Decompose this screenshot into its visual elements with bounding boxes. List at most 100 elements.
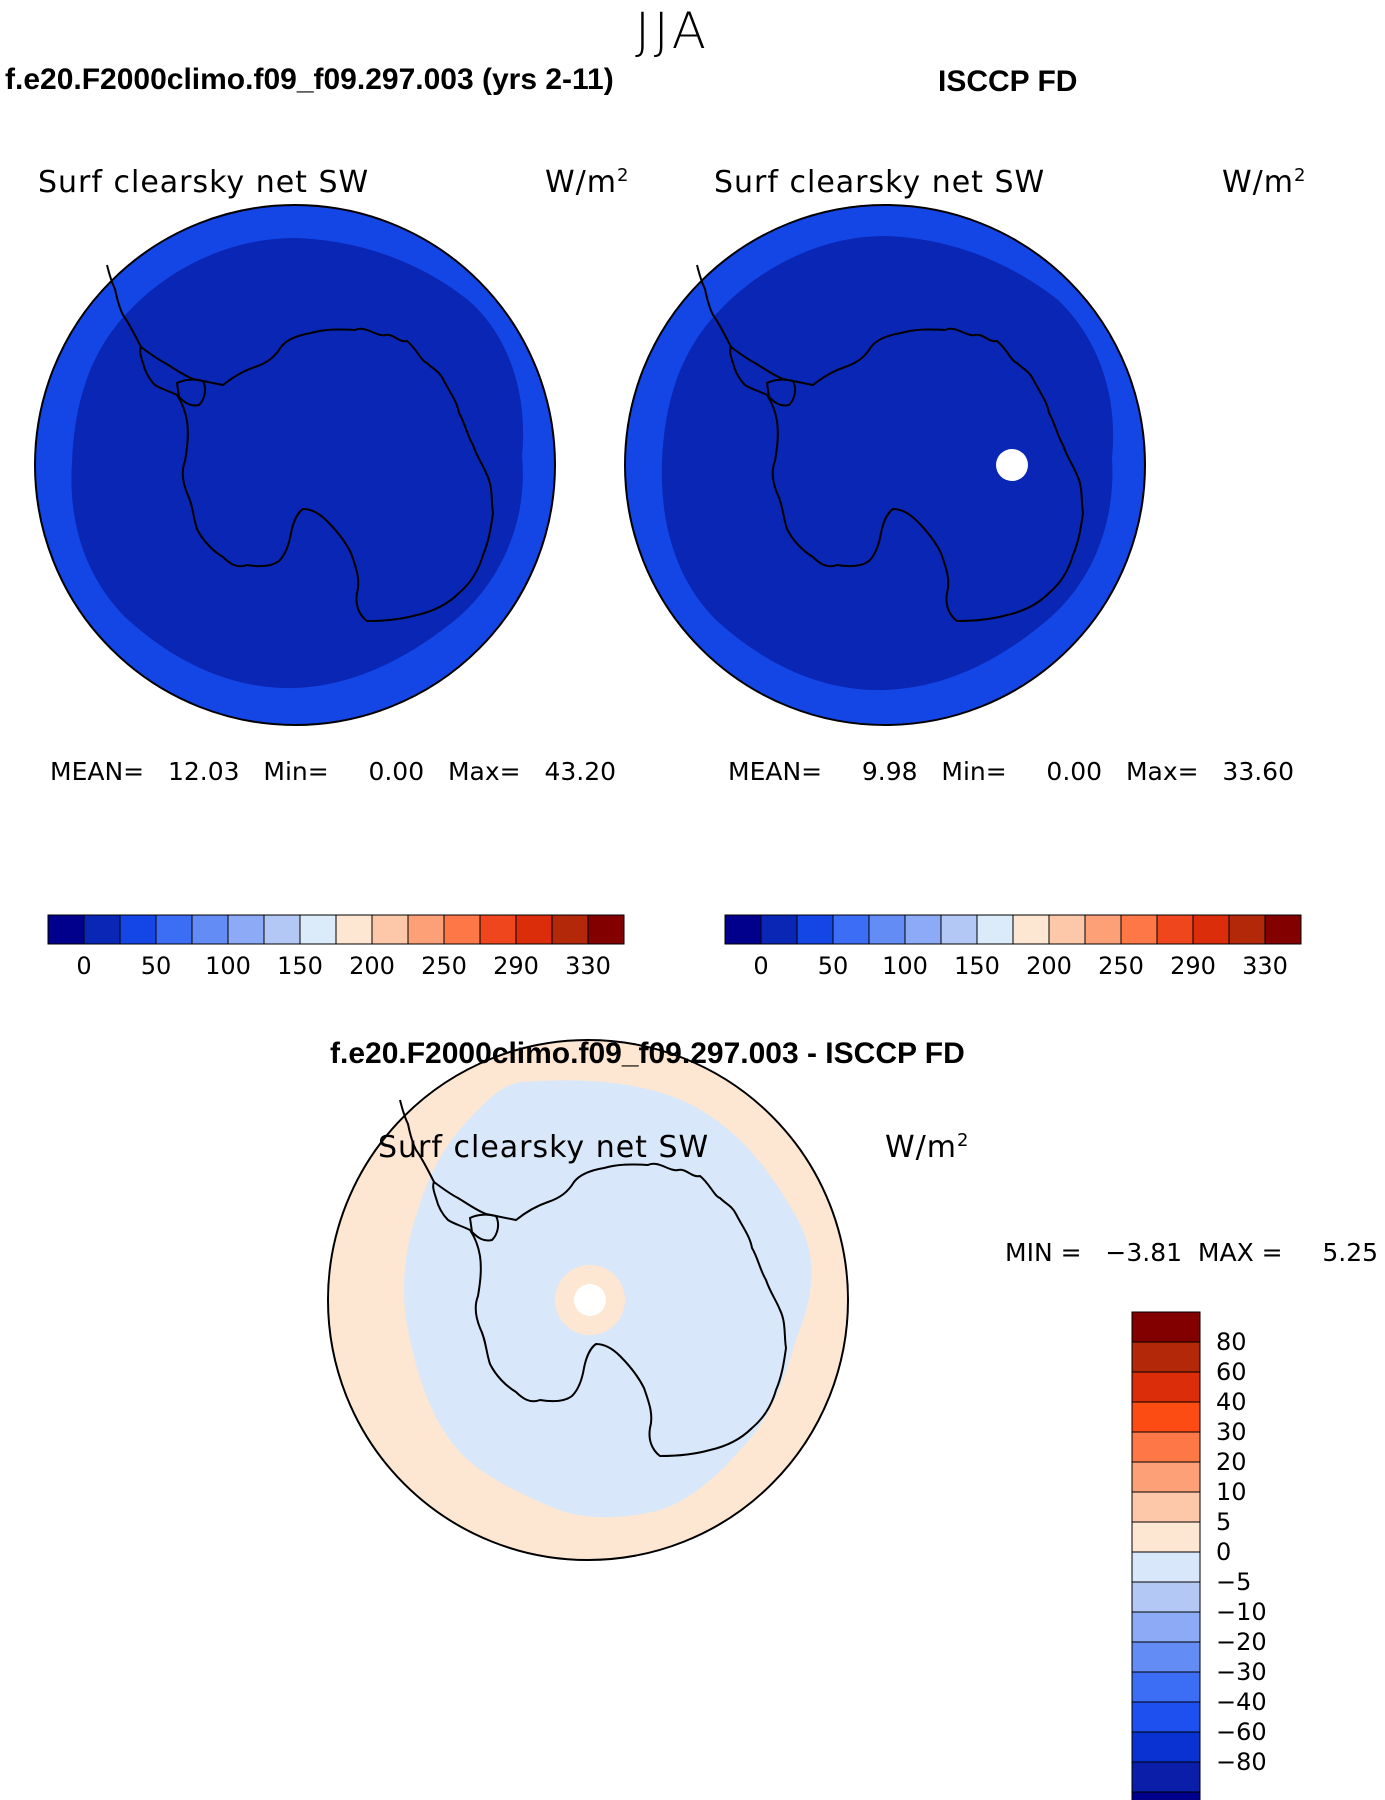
colorbar-swatch (299, 914, 337, 945)
colorbar-tick-label: −30 (1216, 1658, 1267, 1686)
colorbar-swatch (940, 914, 978, 945)
colorbar-swatch (1131, 1431, 1201, 1463)
panel3-colorbar (1131, 1311, 1201, 1800)
panel1-units: W/m2 (545, 165, 630, 200)
panel2-colorbar (724, 914, 1302, 945)
colorbar-swatch (443, 914, 481, 945)
figure-title: JJA (635, 2, 710, 60)
colorbar-tick-label: −10 (1216, 1598, 1267, 1626)
colorbar-tick-label: 150 (954, 952, 1000, 980)
panel2-inner-fill (661, 236, 1114, 691)
panel2-units: W/m2 (1222, 165, 1307, 200)
colorbar-swatch (760, 914, 798, 945)
panel1-title: f.e20.F2000climo.f09_f09.297.003 (yrs 2-… (5, 63, 614, 96)
colorbar-tick-label: 250 (1098, 952, 1144, 980)
panel2-map-border (624, 204, 1146, 726)
panel3-stats: MIN = −3.81 MAX = 5.25 (1005, 1238, 1379, 1267)
colorbar-tick-label: 100 (882, 952, 928, 980)
colorbar-tick-label: 50 (140, 952, 172, 980)
colorbar-swatch (868, 914, 906, 945)
panel1-variable: Surf clearsky net SW (38, 165, 370, 200)
colorbar-swatch (515, 914, 553, 945)
colorbar-swatch (1264, 914, 1302, 945)
colorbar-tick-label: 290 (1170, 952, 1216, 980)
colorbar-tick-label: −40 (1216, 1688, 1267, 1716)
colorbar-tick-label: 330 (565, 952, 611, 980)
colorbar-tick-label: 0 (76, 952, 92, 980)
colorbar-swatch (1156, 914, 1194, 945)
colorbar-swatch (1131, 1371, 1201, 1403)
colorbar-swatch (47, 914, 85, 945)
panel2-map (624, 204, 1146, 726)
colorbar-tick-label: 200 (1026, 952, 1072, 980)
colorbar-swatch (1048, 914, 1086, 945)
panel3-variable: Surf clearsky net SW (378, 1130, 710, 1165)
panel1-colorbar (47, 914, 625, 945)
colorbar-swatch (832, 914, 870, 945)
colorbar-swatch (724, 914, 762, 945)
colorbar-swatch (1131, 1761, 1201, 1793)
colorbar-swatch (155, 914, 193, 945)
colorbar-swatch (1192, 914, 1230, 945)
panel2-stats: MEAN= 9.98 Min= 0.00 Max= 33.60 (728, 757, 1294, 786)
colorbar-tick-label: 0 (1216, 1538, 1232, 1566)
colorbar-swatch (83, 914, 121, 945)
colorbar-tick-label: 200 (349, 952, 395, 980)
colorbar-tick-label: 60 (1216, 1358, 1247, 1386)
colorbar-tick-label: −80 (1216, 1748, 1267, 1776)
panel3-units: W/m2 (885, 1130, 970, 1165)
panel1-map-border (34, 204, 556, 726)
colorbar-swatch (407, 914, 445, 945)
colorbar-tick-label: 100 (205, 952, 251, 980)
colorbar-swatch (1131, 1581, 1201, 1613)
colorbar-swatch (1131, 1341, 1201, 1373)
colorbar-swatch (335, 914, 373, 945)
colorbar-swatch (976, 914, 1014, 945)
colorbar-swatch (1131, 1791, 1201, 1800)
colorbar-swatch (1131, 1701, 1201, 1733)
colorbar-swatch (263, 914, 301, 945)
colorbar-swatch (1131, 1311, 1201, 1343)
colorbar-tick-label: 30 (1216, 1418, 1247, 1446)
colorbar-tick-label: 0 (753, 952, 769, 980)
colorbar-swatch (1131, 1461, 1201, 1493)
colorbar-tick-label: 20 (1216, 1448, 1247, 1476)
colorbar-tick-label: 40 (1216, 1388, 1247, 1416)
colorbar-swatch (479, 914, 517, 945)
panel2-polar-gap (996, 449, 1028, 481)
colorbar-swatch (371, 914, 409, 945)
panel1-inner-fill (71, 238, 524, 689)
colorbar-swatch (1131, 1671, 1201, 1703)
colorbar-swatch (551, 914, 589, 945)
colorbar-swatch (1012, 914, 1050, 945)
colorbar-swatch (1131, 1521, 1201, 1553)
colorbar-swatch (1120, 914, 1158, 945)
colorbar-tick-label: 150 (277, 952, 323, 980)
colorbar-swatch (796, 914, 834, 945)
panel3-map-border (327, 1039, 849, 1561)
colorbar-swatch (1131, 1401, 1201, 1433)
colorbar-swatch (587, 914, 625, 945)
colorbar-swatch (191, 914, 229, 945)
colorbar-tick-label: 250 (421, 952, 467, 980)
colorbar-tick-label: 10 (1216, 1478, 1247, 1506)
colorbar-tick-label: 290 (493, 952, 539, 980)
colorbar-swatch (1131, 1731, 1201, 1763)
colorbar-tick-label: 330 (1242, 952, 1288, 980)
panel3-polar-gap (574, 1284, 606, 1316)
panel3-map (327, 1039, 849, 1561)
panel1-map (34, 204, 556, 726)
colorbar-swatch (1131, 1641, 1201, 1673)
colorbar-swatch (227, 914, 265, 945)
panel2-variable: Surf clearsky net SW (714, 165, 1046, 200)
colorbar-tick-label: 50 (817, 952, 849, 980)
colorbar-tick-label: −60 (1216, 1718, 1267, 1746)
colorbar-swatch (1084, 914, 1122, 945)
colorbar-tick-label: 5 (1216, 1508, 1232, 1536)
panel1-stats: MEAN= 12.03 Min= 0.00 Max= 43.20 (50, 757, 617, 786)
colorbar-swatch (904, 914, 942, 945)
panel3-title: f.e20.F2000climo.f09_f09.297.003 - ISCCP… (330, 1037, 965, 1070)
colorbar-tick-label: −20 (1216, 1628, 1267, 1656)
colorbar-swatch (1131, 1551, 1201, 1583)
